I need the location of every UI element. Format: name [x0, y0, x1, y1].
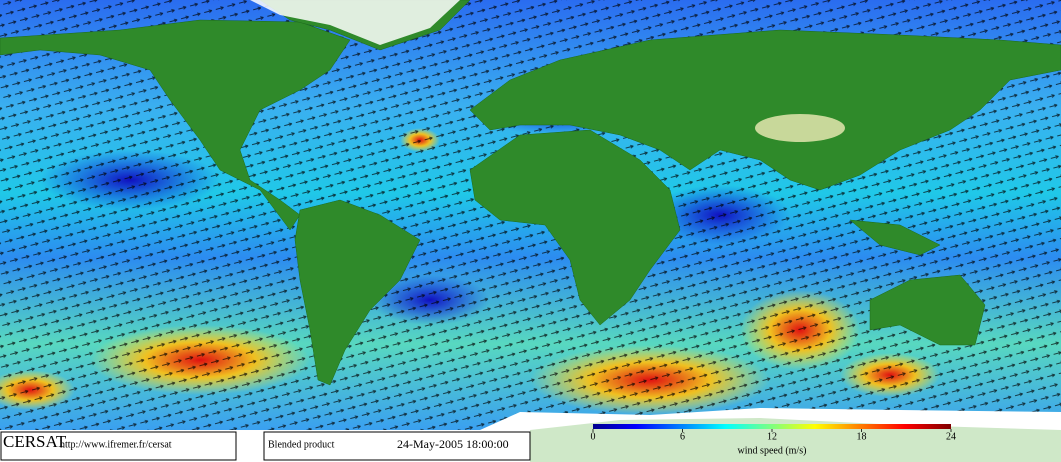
info-box: [263, 431, 531, 461]
land: [0, 0, 1061, 386]
greenland-ice: [250, 0, 460, 45]
footer: CERSAT http://www.ifremer.fr/cersat Blen…: [0, 431, 531, 461]
colorbar-tick-label: 12: [767, 431, 777, 442]
colorbar: wind speed (m/s) 0 6 12 18 24: [591, 424, 956, 456]
url: http://www.ifremer.fr/cersat: [60, 439, 172, 450]
colorbar-label: wind speed (m/s): [738, 445, 807, 456]
product: Blended product: [268, 439, 335, 450]
colorbar-tick-label: 18: [857, 431, 867, 442]
colorbar-gradient: [593, 424, 951, 429]
logo-box: [0, 431, 237, 461]
colorbar-tick-label: 6: [680, 431, 685, 442]
colorbar-tick-label: 0: [591, 431, 596, 442]
timestamp: 24-May-2005 18:00:00: [397, 437, 509, 451]
logo: CERSAT: [3, 432, 67, 451]
colorbar-tick-label: 24: [946, 431, 956, 442]
